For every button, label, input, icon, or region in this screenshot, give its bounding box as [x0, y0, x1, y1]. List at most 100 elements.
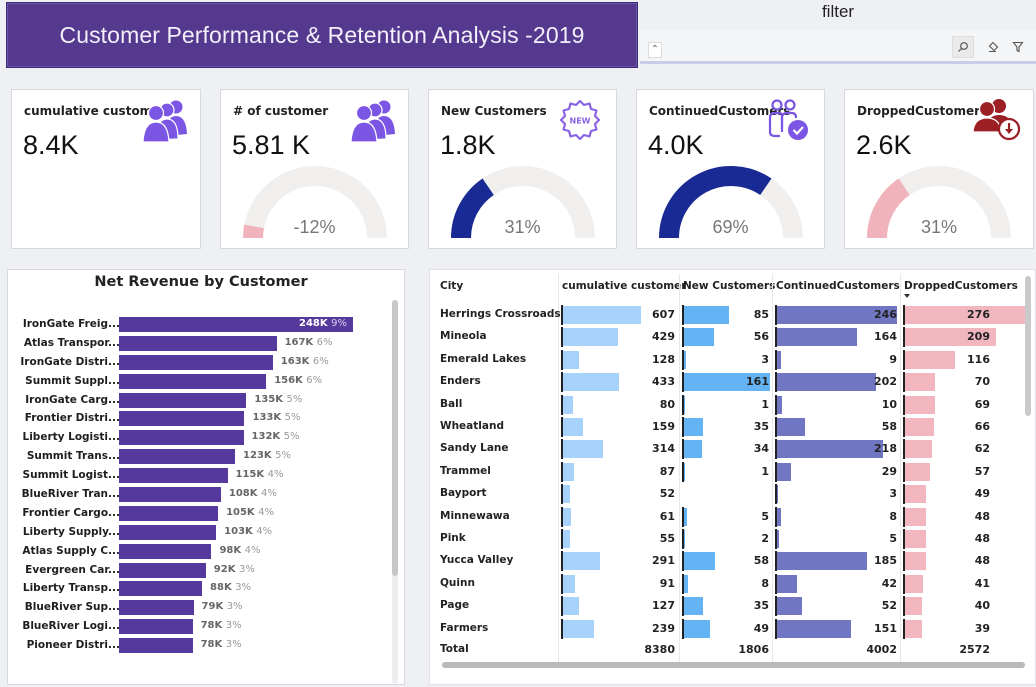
data-bar [777, 597, 803, 616]
revenue-bar[interactable] [119, 317, 353, 332]
bar-row[interactable]: Frontier Cargo... 105K 4% [8, 505, 388, 524]
data-bar [684, 418, 703, 436]
cumulative-customer-cell [561, 394, 641, 415]
table-row[interactable]: Quinn 91 8 42 41 [430, 573, 1035, 595]
data-bar-axis [903, 417, 905, 437]
bar-row[interactable]: IronGate Freig... 248K 9% [8, 316, 388, 335]
bar-row[interactable]: BlueRiver Tran... 108K 4% [8, 486, 388, 505]
revenue-bar[interactable] [119, 505, 219, 521]
cumulative-customer-value: 159 [652, 420, 675, 433]
gauge-track [243, 166, 387, 239]
bar-row[interactable]: BlueRiver Logi... 78K 3% [8, 618, 388, 637]
table-row[interactable]: Trammel 87 1 29 57 [430, 461, 1035, 483]
bar-row[interactable]: Summit Suppl... 156K 6% [8, 373, 388, 392]
dropped-customers-value: 66 [974, 420, 990, 433]
revenue-bar[interactable] [119, 354, 273, 370]
cumulative-customer-value: 127 [652, 599, 675, 613]
data-label: 79K 3% [202, 601, 243, 612]
city-cell: Herrings Crossroads [440, 308, 561, 320]
bar-row[interactable]: Summit Logist... 115K 4% [8, 467, 388, 486]
revenue-bar[interactable] [119, 543, 212, 559]
data-bar [563, 597, 580, 616]
total-cumulative: 8380 [644, 643, 675, 656]
column-header-dropped-customers[interactable]: DroppedCustomers [904, 280, 1018, 292]
cumulative-customer-cell [561, 484, 641, 505]
dropped-customers-value: 276 [967, 308, 990, 321]
new-customers-cell [682, 394, 770, 415]
table-row[interactable]: Page 127 35 52 40 [430, 595, 1035, 617]
table-row[interactable]: Emerald Lakes 128 3 9 116 [430, 349, 1035, 371]
table-row[interactable]: Sandy Lane 314 34 218 62 [430, 438, 1035, 460]
column-header-city[interactable]: City [440, 280, 464, 292]
table-row[interactable]: Minnewawa 61 5 8 48 [430, 506, 1035, 528]
search-icon[interactable] [952, 36, 974, 58]
column-divider [679, 274, 680, 666]
revenue-bar[interactable] [119, 411, 245, 427]
category-label: IronGate Freig... [22, 318, 120, 330]
bar-row[interactable]: Evergreen Car... 92K 3% [8, 562, 388, 581]
vertical-scrollbar[interactable] [1025, 276, 1031, 416]
revenue-bar[interactable] [119, 619, 193, 635]
gauge-percent: 31% [504, 217, 541, 237]
percent-label: 4% [244, 544, 261, 556]
new-customers-cell [682, 417, 770, 437]
continued-customers-value: 218 [874, 442, 897, 456]
revenue-bar[interactable] [119, 449, 236, 465]
revenue-bar[interactable] [119, 638, 193, 654]
data-bar-axis [682, 372, 684, 393]
kpi-value: 2.6K [856, 130, 912, 160]
revenue-bar[interactable] [119, 581, 203, 597]
data-bar-axis [775, 305, 777, 325]
table-row[interactable]: Pink 55 2 5 48 [430, 528, 1035, 550]
bar-row[interactable]: Pioneer Distri... 78K 3% [8, 637, 388, 656]
horizontal-scrollbar[interactable] [442, 662, 1025, 668]
data-bar-axis [775, 417, 777, 437]
table-row[interactable]: Yucca Valley 291 58 185 48 [430, 550, 1035, 572]
data-label: 163K 6% [281, 356, 329, 367]
data-bar [563, 373, 619, 392]
bar-row[interactable]: Summit Trans... 123K 5% [8, 448, 388, 467]
bar-row[interactable]: Frontier Distri... 133K 5% [8, 410, 388, 429]
revenue-bar[interactable] [119, 430, 244, 446]
bar-row[interactable]: Atlas Supply C... 98K 4% [8, 543, 388, 562]
revenue-bar[interactable] [119, 524, 217, 540]
revenue-bar[interactable] [119, 600, 194, 616]
data-bar [905, 306, 1025, 324]
revenue-bar[interactable] [119, 373, 267, 389]
column-header-new-customers[interactable]: New Customers [683, 280, 776, 292]
bar-row[interactable]: Liberty Logisti... 132K 5% [8, 429, 388, 448]
data-label: 123K 5% [243, 450, 291, 461]
scrollbar-thumb[interactable] [392, 300, 398, 576]
bar-row[interactable]: BlueRiver Sup... 79K 3% [8, 599, 388, 618]
new-badge-icon: NEW [559, 99, 601, 141]
table-row[interactable]: Bayport 52 3 49 [430, 483, 1035, 505]
revenue-bar[interactable] [119, 335, 277, 351]
filter-slicer[interactable]: ⌃ [640, 30, 1036, 64]
revenue-bar[interactable] [119, 487, 221, 503]
column-header-continued-customers[interactable]: ContinuedCustomers [776, 280, 900, 292]
bar-row[interactable]: IronGate Carg... 135K 5% [8, 392, 388, 411]
expand-icon[interactable]: ⌃ [648, 42, 662, 58]
value-label: 92K [213, 563, 239, 575]
bar-row[interactable]: Liberty Supply... 103K 4% [8, 524, 388, 543]
sort-descending-icon[interactable] [904, 294, 910, 298]
column-header-cumulative-customer[interactable]: cumulative customer [562, 280, 687, 292]
revenue-bar[interactable] [119, 562, 206, 578]
table-row[interactable]: Wheatland 159 35 58 66 [430, 416, 1035, 438]
table-row[interactable]: Enders 433 161 202 70 [430, 371, 1035, 393]
table-row[interactable]: Mineola 429 56 164 209 [430, 326, 1035, 348]
table-row[interactable]: Ball 80 1 10 69 [430, 394, 1035, 416]
revenue-bar[interactable] [119, 468, 228, 484]
value-label: 103K [224, 525, 257, 537]
funnel-icon[interactable] [1007, 36, 1029, 58]
eraser-icon[interactable] [982, 36, 1004, 58]
bar-row[interactable]: Atlas Transpor... 167K 6% [8, 335, 388, 354]
table-row[interactable]: Farmers 239 49 151 39 [430, 618, 1035, 640]
bar-row[interactable]: Liberty Transp... 88K 3% [8, 580, 388, 599]
table-row[interactable]: Herrings Crossroads 607 85 246 276 [430, 304, 1035, 326]
data-label: 103K 4% [224, 526, 272, 537]
revenue-bar[interactable] [119, 392, 247, 408]
category-label: Atlas Supply C... [22, 544, 120, 557]
bar-row[interactable]: IronGate Distri... 163K 6% [8, 354, 388, 373]
value-label: 78K [200, 620, 226, 632]
